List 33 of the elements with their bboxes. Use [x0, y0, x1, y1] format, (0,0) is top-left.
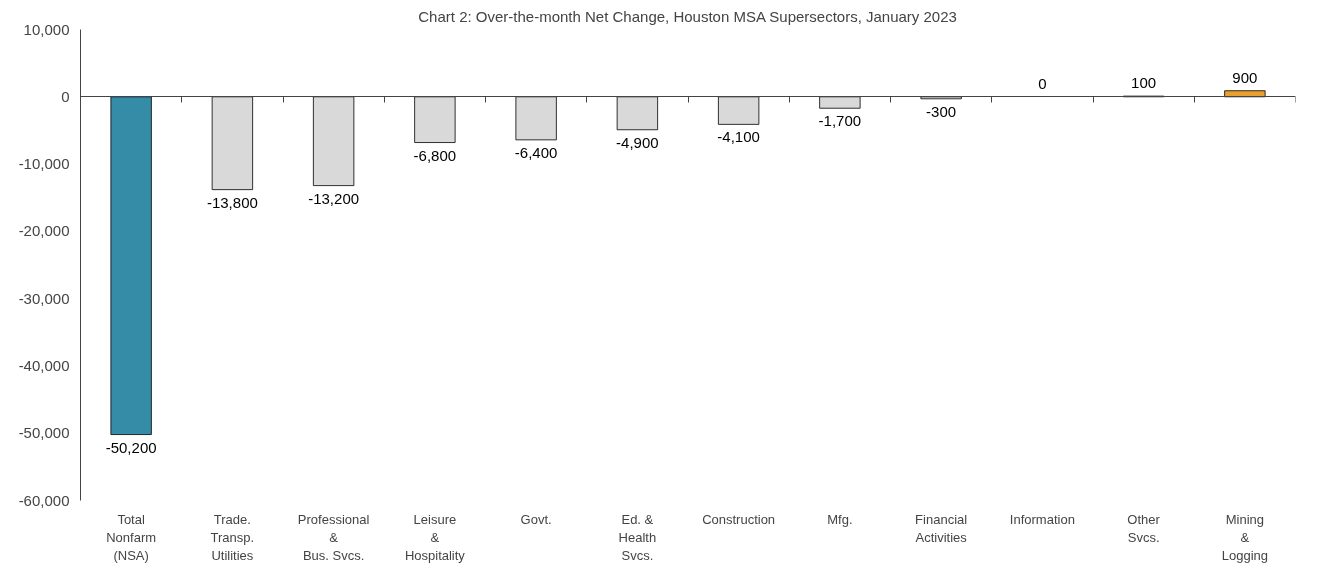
x-tick-label: Mfg.: [827, 511, 853, 527]
data-label: -4,100: [717, 128, 760, 146]
data-label: -300: [926, 102, 957, 120]
y-tick-label: -20,000: [18, 222, 70, 240]
x-tick-label: Ed. & Health Svcs.: [618, 511, 657, 563]
data-label: -6,400: [514, 143, 558, 161]
y-tick-label: -30,000: [18, 289, 70, 307]
data-label: -13,200: [308, 189, 360, 207]
x-tick-label: Mining & Logging: [1221, 511, 1269, 563]
chart-title: Chart 2: Over-the-month Net Change, Houston MSA Supersectors, January 2023: [418, 7, 957, 25]
x-tick-label: Financial Activities: [915, 511, 968, 545]
data-label: -1,700: [818, 112, 862, 130]
x-tick-label: Other Svcs.: [1127, 511, 1161, 545]
y-tick-label: -50,000: [18, 424, 70, 442]
y-tick-label: 10,000: [23, 20, 70, 38]
x-tick-label: Construction: [702, 511, 776, 527]
data-label: -6,800: [413, 146, 457, 164]
data-label: -50,200: [105, 438, 157, 456]
y-tick-label: -40,000: [18, 356, 70, 374]
data-label: -13,800: [206, 193, 258, 211]
y-tick-label: -60,000: [18, 491, 70, 509]
data-label: -4,900: [616, 133, 659, 151]
data-label: 0: [1038, 74, 1047, 92]
data-label: 900: [1232, 68, 1258, 86]
data-label: 100: [1131, 74, 1157, 92]
y-tick-label: 0: [61, 87, 70, 105]
x-tick-label: Total Nonfarm (NSA): [106, 511, 157, 563]
x-tick-label: Leisure & Hospitality: [404, 511, 466, 563]
x-tick-label: Information: [1009, 511, 1075, 527]
x-tick-label: Professional & Bus. Svcs.: [297, 511, 370, 563]
x-tick-label: Trade. Transp. Utilities: [210, 511, 255, 563]
x-tick-label: Govt.: [520, 511, 552, 527]
y-tick-label: -10,000: [18, 155, 70, 173]
